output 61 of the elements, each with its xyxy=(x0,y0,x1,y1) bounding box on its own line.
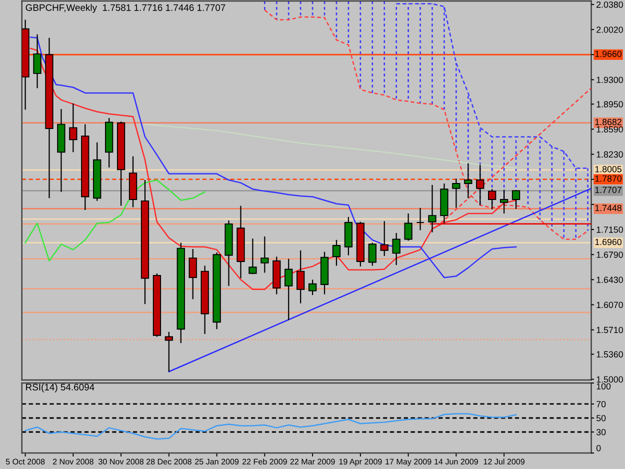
y-tick-label: 1.8590 xyxy=(596,126,623,132)
ref-line-label: 1.7448 xyxy=(595,204,622,212)
ref-line-label: 1.8682 xyxy=(595,118,622,126)
y-tick-label: 1.5000 xyxy=(596,376,623,383)
candlestick xyxy=(188,248,197,300)
candlestick xyxy=(296,250,305,304)
y-tick-label: 0 xyxy=(596,444,601,452)
candlestick xyxy=(33,34,42,89)
x-tick-label: 22 Mar 2009 xyxy=(290,458,335,464)
candlestick xyxy=(69,102,78,153)
candlestick xyxy=(512,190,520,210)
candlestick xyxy=(164,331,173,372)
y-tick-label: 2.0380 xyxy=(596,1,623,8)
x-tick-label: 14 Jun 2009 xyxy=(434,458,478,464)
x-tick-label: 19 Apr 2009 xyxy=(339,458,382,466)
candlestick xyxy=(260,236,269,274)
candlestick xyxy=(284,258,293,321)
line-series xyxy=(144,124,517,169)
x-tick-label: 5 Oct 2008 xyxy=(6,458,45,464)
line-series xyxy=(264,9,588,240)
candlestick xyxy=(428,184,436,233)
y-tick-label: 1.6430 xyxy=(596,276,623,283)
y-tick-label: 2.0020 xyxy=(596,26,623,33)
y-tick-label: 1.6790 xyxy=(596,252,623,258)
candlestick xyxy=(404,212,412,242)
y-tick-label: 70 xyxy=(596,401,606,408)
ref-line-label: 1.6960 xyxy=(595,238,622,246)
line-series xyxy=(24,179,206,262)
chart-title: RSI(14) 54.6094 xyxy=(26,384,94,392)
x-tick-label: 25 Jan 2009 xyxy=(195,458,239,464)
chart-title: GBPCHF,Weekly 1.7581 1.7716 1.7446 1.7707 xyxy=(26,4,226,13)
x-tick-label: 17 May 2009 xyxy=(386,458,432,466)
y-tick-label: 50 xyxy=(596,415,606,422)
ref-line-label: 1.7707 xyxy=(595,186,622,194)
y-tick-label: 1.8230 xyxy=(596,151,623,158)
candlestick xyxy=(380,220,388,257)
y-tick-label: 1.5360 xyxy=(596,351,623,358)
x-tick-label: 2 Nov 2008 xyxy=(52,458,94,464)
candlestick xyxy=(488,188,496,210)
y-tick-label: 1.9300 xyxy=(596,76,623,84)
candlestick xyxy=(308,279,317,296)
y-tick-label: 1.6070 xyxy=(596,302,623,308)
y-tick-label: 100 xyxy=(596,383,611,390)
candlestick xyxy=(392,232,400,266)
x-tick-label: 22 Feb 2009 xyxy=(242,458,287,464)
candlestick xyxy=(452,178,460,208)
line-series xyxy=(396,3,588,169)
x-tick-label: 28 Dec 2008 xyxy=(146,458,192,464)
y-tick-label: 1.5710 xyxy=(596,326,623,334)
candlestick xyxy=(368,242,376,266)
candlestick xyxy=(248,238,257,275)
ref-line-label: 1.8005 xyxy=(595,166,622,172)
y-tick-label: 1.7150 xyxy=(596,226,623,233)
x-tick-label: 12 Jul 2009 xyxy=(484,458,524,464)
candlestick xyxy=(332,239,341,266)
y-tick-label: 1.8950 xyxy=(596,101,623,108)
y-tick-label: 30 xyxy=(596,429,606,436)
ref-line-label: 1.9660 xyxy=(595,50,622,58)
candlestick xyxy=(416,207,424,231)
x-tick-label: 30 Nov 2008 xyxy=(98,458,144,464)
ref-line-label: 1.7870 xyxy=(595,175,622,182)
